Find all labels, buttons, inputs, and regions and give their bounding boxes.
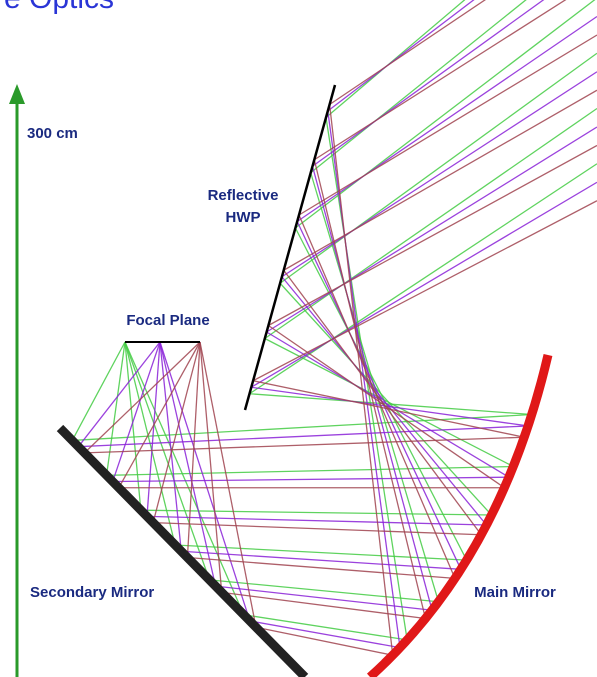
ray [249,620,401,649]
ray [221,591,426,620]
ray [310,0,527,174]
ray [294,227,468,561]
ray [153,521,482,536]
secondary-mirror [56,424,309,677]
ray [124,341,142,511]
ray [328,104,394,656]
rays [71,0,597,656]
ray [187,556,456,580]
ray [298,34,597,216]
ray [266,126,597,333]
ray [105,341,126,476]
ray [313,159,427,619]
main-mirror-label: Main Mirror [474,584,556,601]
ray [186,341,201,558]
main-mirror [366,353,553,677]
ray [329,0,487,106]
hwp-label: Reflective [208,187,279,204]
ray [71,341,126,441]
title: e Optics [4,0,114,15]
ray [313,0,567,161]
ray [199,341,223,593]
ray [84,341,201,454]
ray [296,221,462,570]
focal-plane-label: Focal Plane [126,312,209,329]
hwp-label: HWP [226,209,261,226]
ray [312,0,545,167]
ray [146,515,487,526]
ray [268,324,505,489]
scale-label: 300 cm [27,125,78,142]
ray [124,341,211,581]
ray [112,341,161,482]
ray [252,200,597,382]
ray [77,341,161,448]
ray [199,341,257,628]
ray [268,144,597,327]
secondary-mirror-label: Secondary Mirror [30,584,154,601]
ray [118,341,201,489]
ray [295,0,596,229]
scale-arrow-head [9,84,25,104]
ray [255,626,393,656]
hwp [243,84,337,411]
ray [124,341,245,616]
ray [249,163,597,395]
ray [327,110,401,648]
ray [327,0,475,112]
ray [243,614,408,641]
ray [264,107,597,340]
ray [84,436,525,454]
ray [152,341,201,523]
ray [146,341,161,517]
ray [159,341,251,622]
ray [279,282,493,516]
ray [296,15,597,223]
ray [283,89,597,271]
ray [298,214,456,579]
ray [281,276,487,526]
ray [140,509,492,516]
ray [78,425,529,448]
ray [159,341,217,587]
ray [325,0,466,118]
ray [215,585,433,611]
ray [279,52,597,284]
ray [283,269,482,536]
ray [252,380,525,438]
ray [112,476,509,483]
ray [106,465,514,476]
